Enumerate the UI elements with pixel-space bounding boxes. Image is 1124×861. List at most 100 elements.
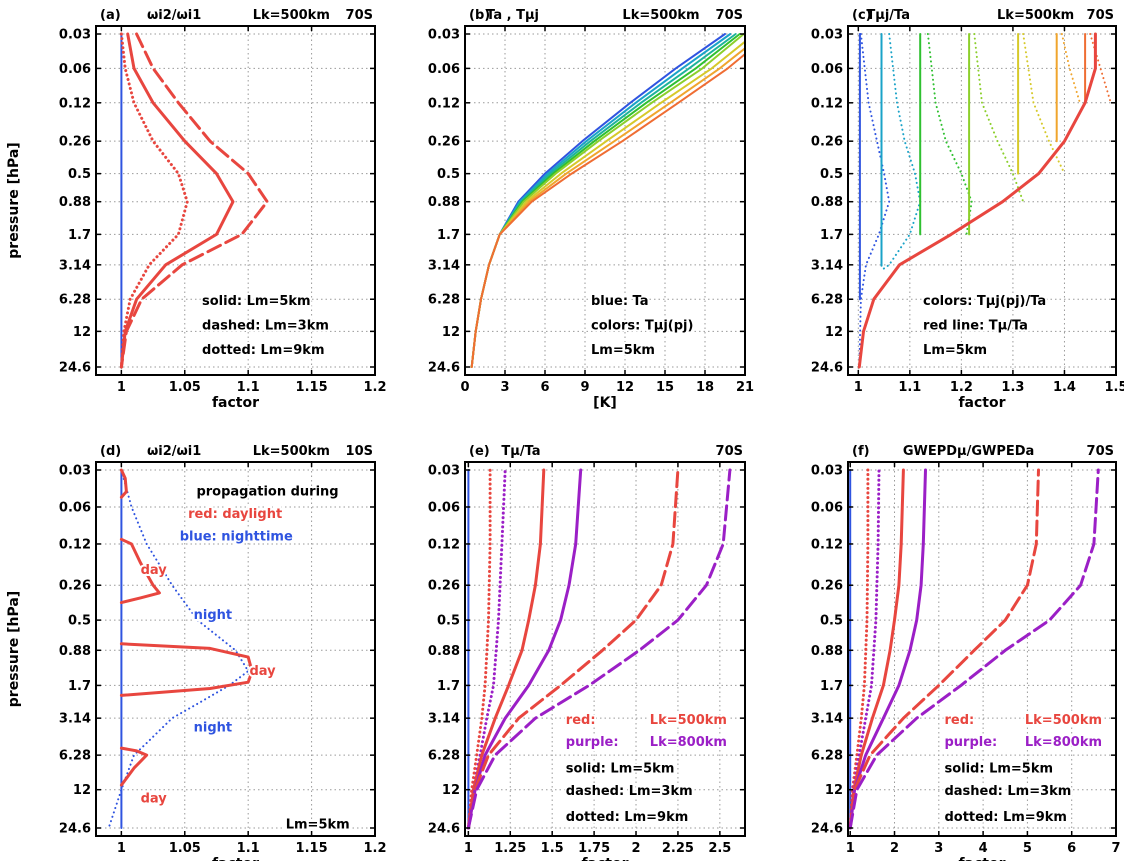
annotation: Lk=800km [1025, 735, 1102, 750]
y-tick-label: 3.14 [428, 258, 460, 273]
x-axis-title: factor [958, 856, 1005, 861]
y-tick-label: 0.88 [428, 195, 460, 210]
series-line [848, 468, 870, 830]
plot-frame [847, 25, 1117, 376]
y-tick-label: 24.6 [811, 361, 843, 376]
annotation: Lk=500km [650, 713, 727, 728]
y-tick-label: 12 [442, 325, 460, 340]
x-axis-title: factor [212, 395, 259, 411]
y-tick-label: 3.14 [811, 712, 843, 727]
annotation: propagation during [196, 485, 338, 500]
annotation: dashed: Lm=3km [202, 319, 329, 334]
y-tick-label: 1.7 [820, 228, 843, 243]
y-tick-label: 0.06 [811, 62, 843, 77]
y-tick-label: 0.12 [59, 96, 91, 111]
y-tick-label: 0.88 [811, 644, 843, 659]
series-line [470, 33, 732, 368]
y-tick-label: 0.12 [428, 537, 460, 552]
series-group [470, 33, 745, 368]
series-line [858, 33, 891, 368]
y-tick-label: 3.14 [59, 258, 91, 273]
y-tick-label: 0.5 [437, 614, 460, 629]
annotation: day [141, 791, 168, 806]
grid [848, 462, 1117, 836]
y-tick-label: 3.14 [59, 712, 91, 727]
annotation: dashed: Lm=3km [944, 784, 1071, 799]
x-axis-title: factor [212, 856, 259, 861]
plot-frame [95, 461, 376, 837]
series-line [466, 468, 583, 830]
panel-title-mid: ωi2/ωi1 [147, 8, 201, 23]
panel-title-far: 70S [346, 8, 373, 23]
y-tick-label: 0.26 [59, 135, 91, 150]
x-tick-label: 21 [736, 380, 754, 395]
y-tick-label: 0.88 [59, 195, 91, 210]
y-tick-label: 0.26 [59, 579, 91, 594]
annotation: Lk=500km [1025, 713, 1102, 728]
x-tick-label: 1.05 [169, 380, 201, 395]
y-tick-label: 6.28 [428, 749, 460, 764]
annotation: red: [944, 713, 974, 728]
panel-a: 0.03 0.06 0.12 0.26 0.5 0.88 1.7 3.14 6.28 12 24.6… [6, 8, 387, 411]
panel-title-left: (e) [469, 444, 490, 459]
y-tick-label: 12 [73, 783, 91, 798]
y-tick-label: 0.06 [428, 62, 460, 77]
x-tick-label: 1.25 [494, 841, 526, 856]
panel-title-right: Lk=500km [997, 8, 1074, 23]
x-tick-label: 1.15 [296, 841, 328, 856]
y-tick-label: 0.5 [68, 167, 91, 182]
x-tick-label: 1 [854, 380, 863, 395]
series-line [848, 468, 881, 830]
panel-d: 0.03 0.06 0.12 0.26 0.5 0.88 1.7 3.14 6.28 12 24.6… [6, 444, 387, 861]
series-line [466, 468, 507, 830]
series-line [880, 33, 922, 272]
panel-title-far: 70S [1087, 444, 1114, 459]
annotation: red: [566, 713, 596, 728]
panel-title-right: Lk=500km [622, 8, 699, 23]
x-tick-label: 0 [460, 380, 469, 395]
panel-title-far: 70S [716, 8, 743, 23]
y-tick-label: 3.14 [811, 258, 843, 273]
annotation: Lm=5km [591, 343, 655, 358]
x-tick-label: 1.2 [363, 841, 386, 856]
y-tick-label: 0.5 [437, 167, 460, 182]
y-tick-label: 1.7 [68, 228, 91, 243]
y-tick-label: 0.26 [811, 579, 843, 594]
x-tick-label: 1.1 [237, 841, 260, 856]
x-tick-label: 3 [500, 380, 509, 395]
panel-title-far: 70S [1087, 8, 1114, 23]
x-tick-label: 15 [656, 380, 674, 395]
series-line [848, 468, 1100, 830]
y-tick-label: 0.03 [59, 464, 91, 479]
series-line [973, 33, 1025, 203]
y-tick-label: 24.6 [811, 822, 843, 837]
y-tick-label: 24.6 [59, 361, 91, 376]
panel-title-left: (d) [100, 444, 121, 459]
annotation: colors: Tμj(pj) [591, 319, 693, 334]
series-line [1089, 33, 1112, 104]
x-tick-label: 1.4 [1053, 380, 1076, 395]
x-tick-label: 2.25 [662, 841, 694, 856]
y-tick-label: 0.03 [59, 28, 91, 43]
panel-c: 0.03 0.06 0.12 0.26 0.5 0.88 1.7 3.14 6.28 12 24.6… [811, 8, 1124, 411]
panel-title-left: (b) [469, 8, 490, 23]
y-tick-label: 24.6 [428, 822, 460, 837]
x-tick-label: 1.2 [950, 380, 973, 395]
x-tick-label: 4 [979, 841, 988, 856]
x-tick-label: 1.05 [169, 841, 201, 856]
panel-title-left: (c) [852, 8, 872, 23]
y-tick-label: 1.7 [820, 679, 843, 694]
x-tick-label: 1.5 [541, 841, 564, 856]
series-line [1060, 33, 1081, 104]
y-tick-label: 0.88 [811, 195, 843, 210]
x-tick-label: 1.15 [296, 380, 328, 395]
y-tick-label: 0.12 [811, 96, 843, 111]
annotation: blue: Ta [591, 294, 649, 309]
series-line [470, 53, 745, 368]
y-tick-label: 0.06 [428, 500, 460, 515]
y-tick-label: 0.03 [811, 464, 843, 479]
series-group [848, 468, 1100, 830]
panel-e: 0.030.060.120.260.50.881.73.146.281224.6… [428, 444, 746, 861]
x-tick-label: 9 [580, 380, 589, 395]
plot-frame [464, 25, 746, 376]
